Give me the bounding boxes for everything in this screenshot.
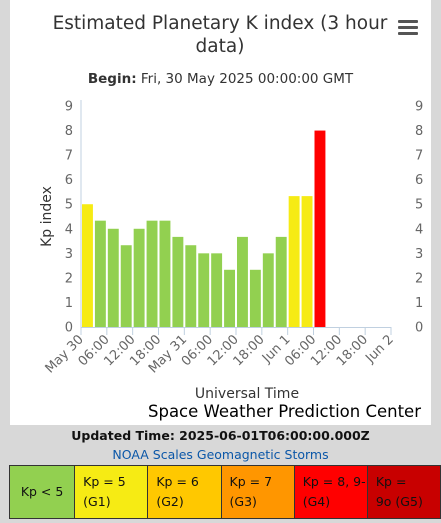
menu-bar-icon [398,26,418,29]
y-tick-label: 0 [65,321,73,336]
legend-scale: (G3) [229,494,257,509]
legend-label: Kp < 5 [20,484,64,499]
y-tick-label: 3 [65,247,73,262]
kp-bar [146,220,158,327]
y-tick-label: 4 [65,222,73,237]
y-tick-label-right: 0 [415,321,423,336]
kp-bar [211,253,223,327]
chart-panel: Estimated Planetary K index (3 hour data… [10,0,431,425]
begin-value: Fri, 30 May 2025 00:00:00 GMT [140,71,354,87]
begin-label: Begin: [87,71,137,87]
kp-bar [82,204,93,327]
legend-label: Kp = 8, 9- [302,474,366,489]
noaa-scales-link[interactable]: NOAA Scales Geomagnetic Storms [112,447,329,462]
y-tick-label: 1 [65,296,73,311]
legend-cell-g5: Kp = 9o (G5) [367,466,441,518]
y-tick-label: 7 [65,149,73,164]
kp-bar [107,228,119,327]
kp-bar [275,236,287,327]
kp-bar [120,245,132,327]
legend-cell-g1: Kp = 5 (G1) [75,466,149,518]
kp-bar [288,196,300,327]
y-tick-label-right: 4 [415,222,423,237]
y-tick-label: 9 [65,100,73,115]
kp-bar [185,245,197,327]
kp-bar [133,228,145,327]
y-tick-label-right: 5 [415,198,423,213]
legend-label: Kp = 7 [229,474,273,489]
legend-cell-g3: Kp = 7 (G3) [221,466,295,518]
legend-scale: (G2) [156,494,184,509]
legend-label: Kp = 5 [83,474,126,489]
menu-bar-icon [398,32,418,35]
y-tick-label: 5 [65,198,73,213]
y-tick-label-right: 2 [415,271,423,286]
y-tick-label-right: 8 [415,124,423,139]
legend-cell-g0: Kp < 5 [10,466,76,518]
begin-subtitle: Begin: Fri, 30 May 2025 00:00:00 GMT [10,71,431,87]
menu-bar-icon [398,20,418,23]
y-tick-label-right: 7 [415,149,423,164]
hamburger-menu-icon[interactable] [398,20,418,37]
legend-label: Kp = 6 [156,474,199,489]
kp-bar [314,130,326,327]
y-axis-title: Kp index [39,186,55,247]
kp-legend: Kp < 5 Kp = 5 (G1) Kp = 6 (G2) Kp = 7 (G… [9,465,441,519]
kp-bar [249,269,261,327]
kp-bar [237,236,248,327]
y-tick-label-right: 1 [415,296,423,311]
legend-scale: (G4) [302,494,331,509]
kp-bar [224,269,235,327]
kp-bar [198,253,210,327]
kp-bar [301,196,313,327]
kp-bar [172,236,184,327]
legend-scale: 9o (G5) [375,494,423,509]
legend-cell-g4: Kp = 8, 9- (G4) [294,466,368,518]
x-tick-label: Jun 2 [362,332,396,366]
kp-bar [159,220,171,327]
y-tick-label: 2 [65,271,73,286]
y-tick-label-right: 3 [415,247,423,262]
credits-text: Space Weather Prediction Center [148,402,421,421]
legend-label: Kp = [375,474,407,489]
y-tick-label: 8 [65,124,73,139]
y-tick-label-right: 9 [415,100,423,115]
chart-title: Estimated Planetary K index (3 hour data… [52,13,388,57]
kp-bar [94,220,106,327]
legend-cell-g2: Kp = 6 (G2) [148,466,222,518]
y-tick-label: 6 [65,173,73,188]
x-axis-title: Universal Time [195,386,299,402]
y-tick-label-right: 6 [415,173,423,188]
legend-scale: (G1) [83,494,111,509]
updated-time: Updated Time: 2025-06-01T06:00:00.000Z [71,428,370,443]
kp-bar [262,253,274,327]
